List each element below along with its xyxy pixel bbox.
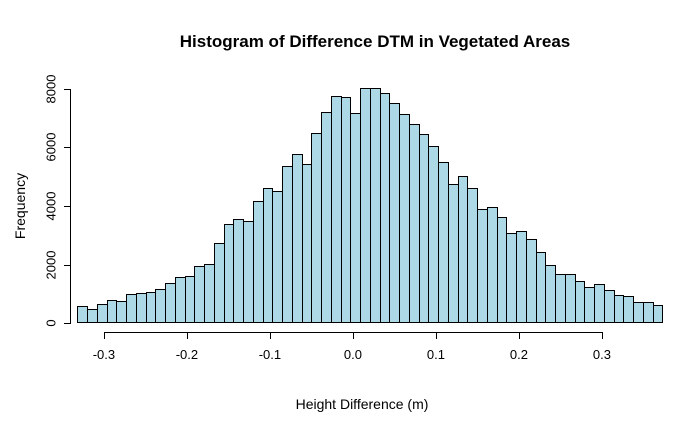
x-tick-mark — [103, 332, 105, 339]
x-tick-label: 0.0 — [343, 347, 362, 362]
chart-title: Histogram of Difference DTM in Vegetated… — [179, 32, 571, 51]
x-axis-title: Height Difference (m) — [295, 396, 429, 412]
y-tick-mark — [64, 206, 71, 207]
y-tick-mark — [64, 147, 71, 149]
x-tick-label: -0.1 — [258, 347, 282, 362]
y-tick-label: 6000 — [43, 132, 59, 162]
x-tick-label: 0.2 — [509, 347, 528, 362]
y-axis-title: Frequency — [12, 172, 28, 240]
x-tick-label: -0.2 — [175, 347, 199, 362]
x-tick-label: 0.3 — [592, 347, 611, 362]
y-tick-label: 0 — [43, 319, 59, 327]
y-tick-mark — [64, 264, 71, 266]
x-tick-mark — [186, 332, 188, 339]
y-tick-mark — [64, 323, 71, 325]
x-tick-mark — [352, 332, 354, 339]
x-tick-mark — [269, 332, 271, 339]
y-tick-mark — [64, 88, 71, 90]
histogram-bar — [652, 304, 664, 324]
y-tick-label: 8000 — [43, 74, 59, 104]
x-tick-mark — [518, 332, 520, 339]
x-tick-mark — [601, 332, 603, 339]
y-tick-label: 2000 — [43, 250, 59, 280]
x-tick-label: -0.3 — [92, 347, 116, 362]
x-tick-mark — [435, 332, 437, 339]
y-tick-label: 4000 — [43, 191, 59, 221]
x-tick-label: 0.1 — [426, 347, 445, 362]
